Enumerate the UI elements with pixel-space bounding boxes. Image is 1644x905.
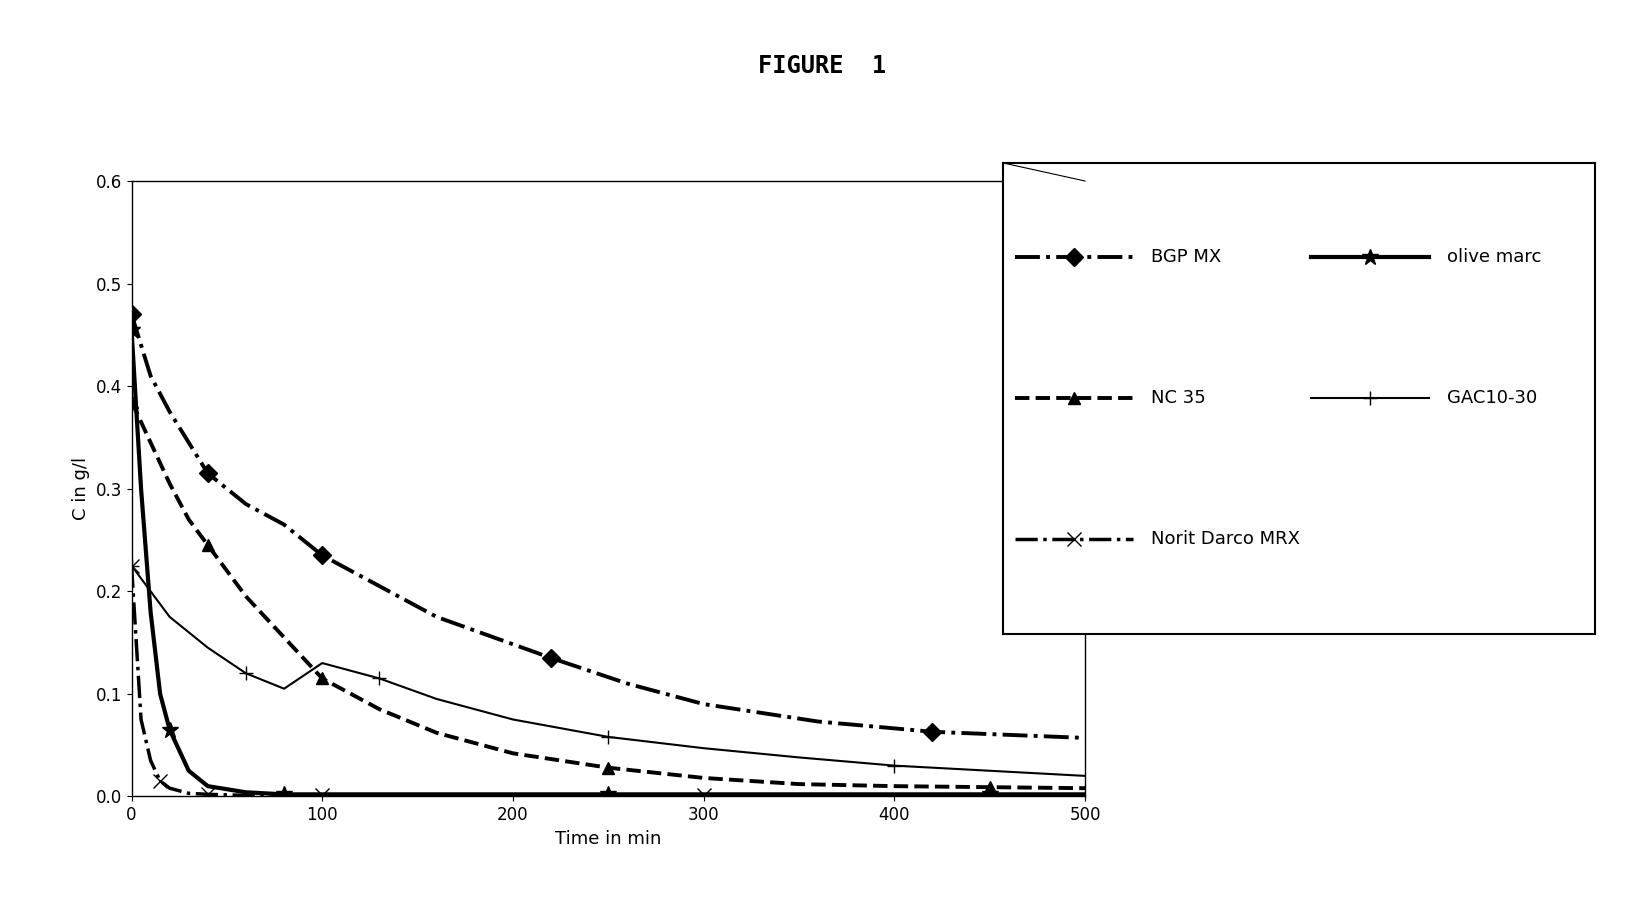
olive marc [1075,789,1095,800]
olive marc [179,766,199,776]
Line: olive marc: olive marc [123,321,1093,803]
Text: NC 35: NC 35 [1151,389,1205,407]
NC 35 [275,632,294,643]
olive marc [159,724,179,735]
Text: GAC10-30: GAC10-30 [1447,389,1537,407]
Norit Darco MRX [197,789,217,800]
NC 35 [598,762,618,773]
Line: BGP MX: BGP MX [125,308,1092,744]
olive marc [122,324,141,335]
BGP MX [809,716,829,727]
GAC10-30 [159,612,179,623]
NC 35 [789,778,809,789]
NC 35 [237,591,256,602]
Norit Darco MRX [122,560,141,571]
Y-axis label: C in g/l: C in g/l [72,457,90,520]
BGP MX [1075,732,1095,743]
olive marc [980,789,1000,800]
GAC10-30 [980,766,1000,776]
GAC10-30 [427,693,447,704]
olive marc [141,606,161,617]
olive marc [197,781,217,792]
NC 35 [197,539,217,550]
olive marc [789,789,809,800]
Norit Darco MRX [312,790,332,801]
GAC10-30 [122,560,141,571]
GAC10-30 [275,683,294,694]
Text: Norit Darco MRX: Norit Darco MRX [1151,530,1300,548]
BGP MX [922,727,942,738]
NC 35 [694,773,713,784]
NC 35 [427,728,447,738]
GAC10-30 [503,714,523,725]
NC 35 [122,396,141,407]
olive marc [694,789,713,800]
olive marc [884,789,904,800]
BGP MX [122,309,141,319]
BGP MX [179,437,199,448]
olive marc [503,789,523,800]
BGP MX [694,699,713,710]
Norit Darco MRX [141,755,161,766]
olive marc [275,789,294,800]
BGP MX [483,632,503,643]
Line: Norit Darco MRX: Norit Darco MRX [125,558,1092,803]
X-axis label: Time in min: Time in min [556,830,661,848]
GAC10-30 [694,743,713,754]
olive marc [598,789,618,800]
Norit Darco MRX [179,788,199,799]
BGP MX [427,612,447,623]
Norit Darco MRX [1075,790,1095,801]
BGP MX [370,581,390,592]
Norit Darco MRX [132,714,151,725]
olive marc [408,789,427,800]
BGP MX [237,499,256,510]
BGP MX [275,519,294,530]
Line: NC 35: NC 35 [125,395,1092,795]
NC 35 [370,704,390,715]
Norit Darco MRX [237,790,256,801]
olive marc [132,483,151,494]
Text: FIGURE  1: FIGURE 1 [758,54,886,79]
GAC10-30 [1075,770,1095,781]
BGP MX [618,678,638,689]
BGP MX [217,483,237,494]
Norit Darco MRX [694,790,713,801]
NC 35 [1075,783,1095,794]
GAC10-30 [237,668,256,679]
Text: BGP MX: BGP MX [1151,248,1221,266]
GAC10-30 [370,673,390,684]
BGP MX [159,406,179,417]
NC 35 [312,673,332,684]
BGP MX [197,468,217,479]
Norit Darco MRX [408,790,427,801]
Text: olive marc: olive marc [1447,248,1540,266]
Line: GAC10-30: GAC10-30 [125,558,1092,783]
olive marc [312,789,332,800]
NC 35 [503,748,523,758]
Norit Darco MRX [150,776,169,786]
BGP MX [541,653,561,663]
Norit Darco MRX [503,790,523,801]
GAC10-30 [197,643,217,653]
GAC10-30 [789,752,809,763]
NC 35 [159,478,179,489]
NC 35 [141,437,161,448]
NC 35 [884,781,904,792]
olive marc [150,689,169,700]
BGP MX [312,550,332,561]
GAC10-30 [884,760,904,771]
BGP MX [141,370,161,381]
NC 35 [217,566,237,576]
NC 35 [179,514,199,525]
Norit Darco MRX [275,790,294,801]
Norit Darco MRX [159,783,179,794]
olive marc [237,786,256,797]
Norit Darco MRX [884,790,904,801]
GAC10-30 [598,731,618,742]
GAC10-30 [312,658,332,669]
NC 35 [980,782,1000,793]
